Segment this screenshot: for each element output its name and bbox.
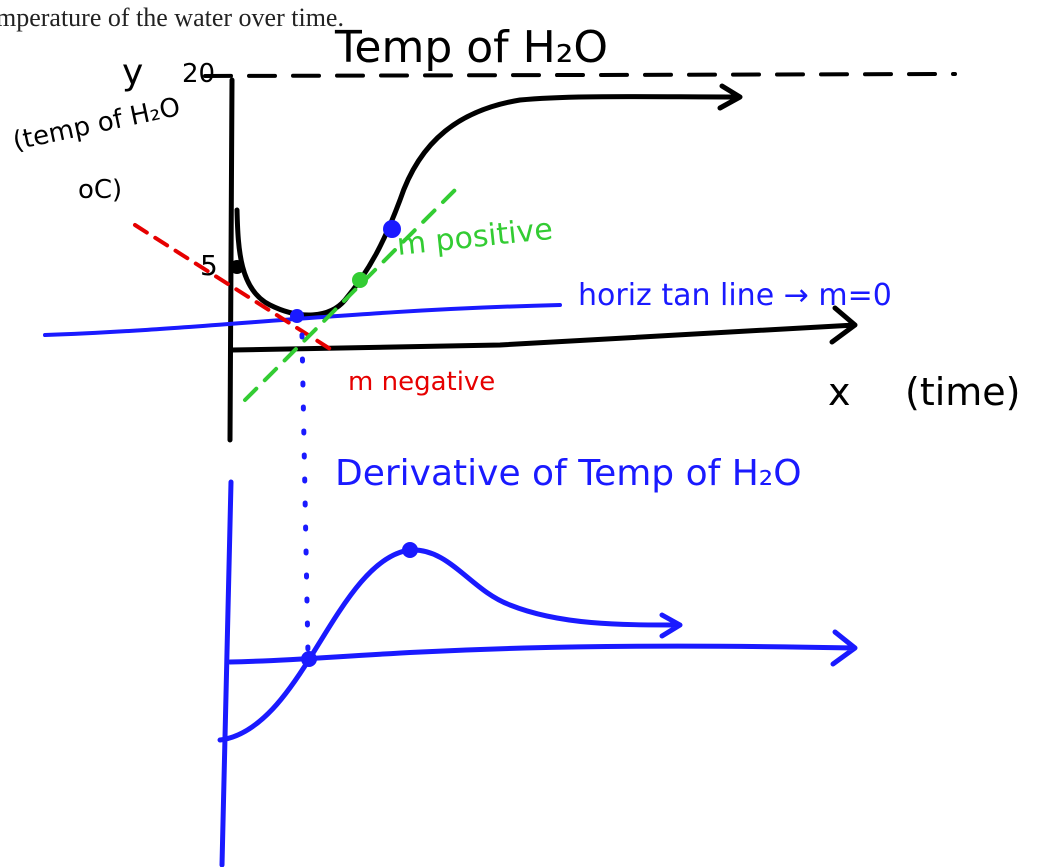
x-label: x xyxy=(828,370,851,414)
point xyxy=(290,309,304,323)
positive-label: m positive xyxy=(395,212,554,263)
y-axis-label: (temp of H₂O xyxy=(10,92,183,157)
connector xyxy=(302,335,308,655)
negative-label: m negative xyxy=(348,367,495,397)
x-axis-label: (time) xyxy=(905,370,1021,414)
point xyxy=(301,651,317,667)
page: mperature of the water over time. Temp o… xyxy=(0,0,1048,867)
y-axis xyxy=(222,482,231,865)
point xyxy=(230,260,244,274)
start-value: 5 xyxy=(200,249,218,282)
asymptote xyxy=(205,74,955,76)
horizontal-label: horiz tan line → m=0 xyxy=(578,278,892,313)
bottom-title: Derivative of Temp of H₂O xyxy=(335,453,802,494)
y-axis-label: oC) xyxy=(78,175,122,205)
point xyxy=(402,542,418,558)
top-title: Temp of H₂O xyxy=(334,22,608,73)
point xyxy=(352,272,368,288)
y-value: 20 xyxy=(182,59,215,89)
y-axis xyxy=(230,80,232,440)
header-text: mperature of the water over time. xyxy=(0,3,344,32)
negative-tangent xyxy=(135,225,335,352)
y-label: y xyxy=(122,52,143,93)
